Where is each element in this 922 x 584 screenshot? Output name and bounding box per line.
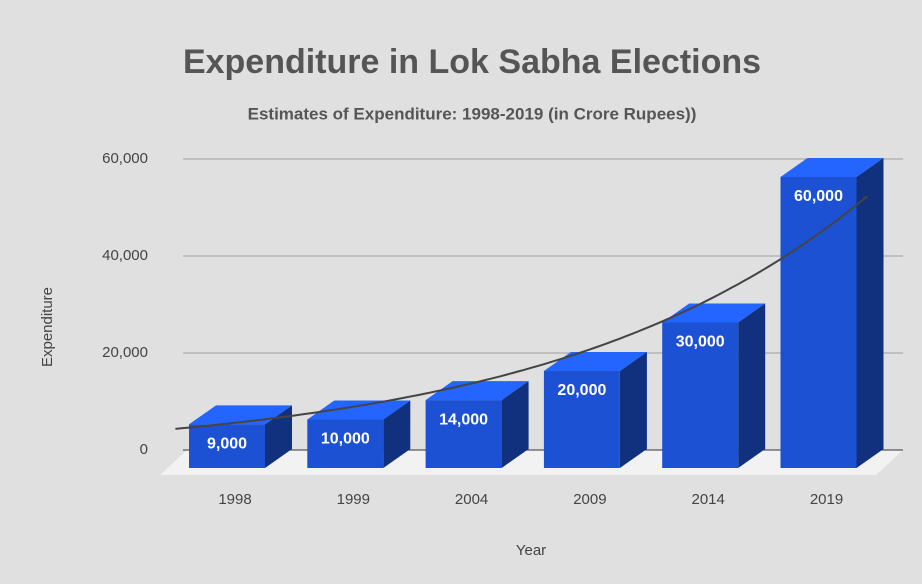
y-tick-label: 60,000	[102, 150, 148, 167]
x-tick-label: 1998	[218, 491, 251, 508]
bar-side	[265, 405, 292, 468]
y-tick-label: 40,000	[102, 247, 148, 264]
x-axis-label: Year	[516, 542, 546, 559]
value-label: 10,000	[321, 431, 370, 448]
x-tick-label: 1999	[337, 491, 370, 508]
value-label: 30,000	[676, 334, 725, 351]
value-label: 14,000	[439, 411, 488, 428]
bar-side	[383, 400, 411, 468]
bar-top	[780, 158, 884, 177]
x-tick-label: 2004	[455, 491, 488, 508]
y-axis-label: Expenditure	[39, 287, 56, 367]
bar-side	[738, 303, 766, 468]
bar	[189, 424, 265, 468]
bar	[543, 371, 620, 468]
y-tick-label: 20,000	[102, 344, 148, 361]
bar-side	[501, 381, 529, 468]
bar	[425, 400, 502, 468]
bar	[307, 419, 384, 468]
trendline	[175, 195, 869, 430]
value-label: 20,000	[557, 382, 606, 399]
x-tick-label: 2019	[810, 491, 843, 508]
x-tick-label: 2014	[692, 491, 725, 508]
bar	[662, 322, 739, 468]
bar-side	[619, 352, 647, 468]
bar-side	[856, 158, 884, 468]
value-label: 60,000	[794, 188, 843, 205]
chart-subtitle: Estimates of Expenditure: 1998-2019 (in …	[248, 104, 697, 123]
y-tick-label: 0	[140, 441, 148, 458]
x-tick-label: 2009	[573, 491, 606, 508]
bar-top	[662, 303, 766, 323]
bar-top	[307, 400, 411, 420]
value-label: 9,000	[207, 436, 247, 453]
bar	[780, 177, 857, 468]
bar-top	[425, 381, 529, 401]
chart-title: Expenditure in Lok Sabha Elections	[183, 43, 761, 81]
